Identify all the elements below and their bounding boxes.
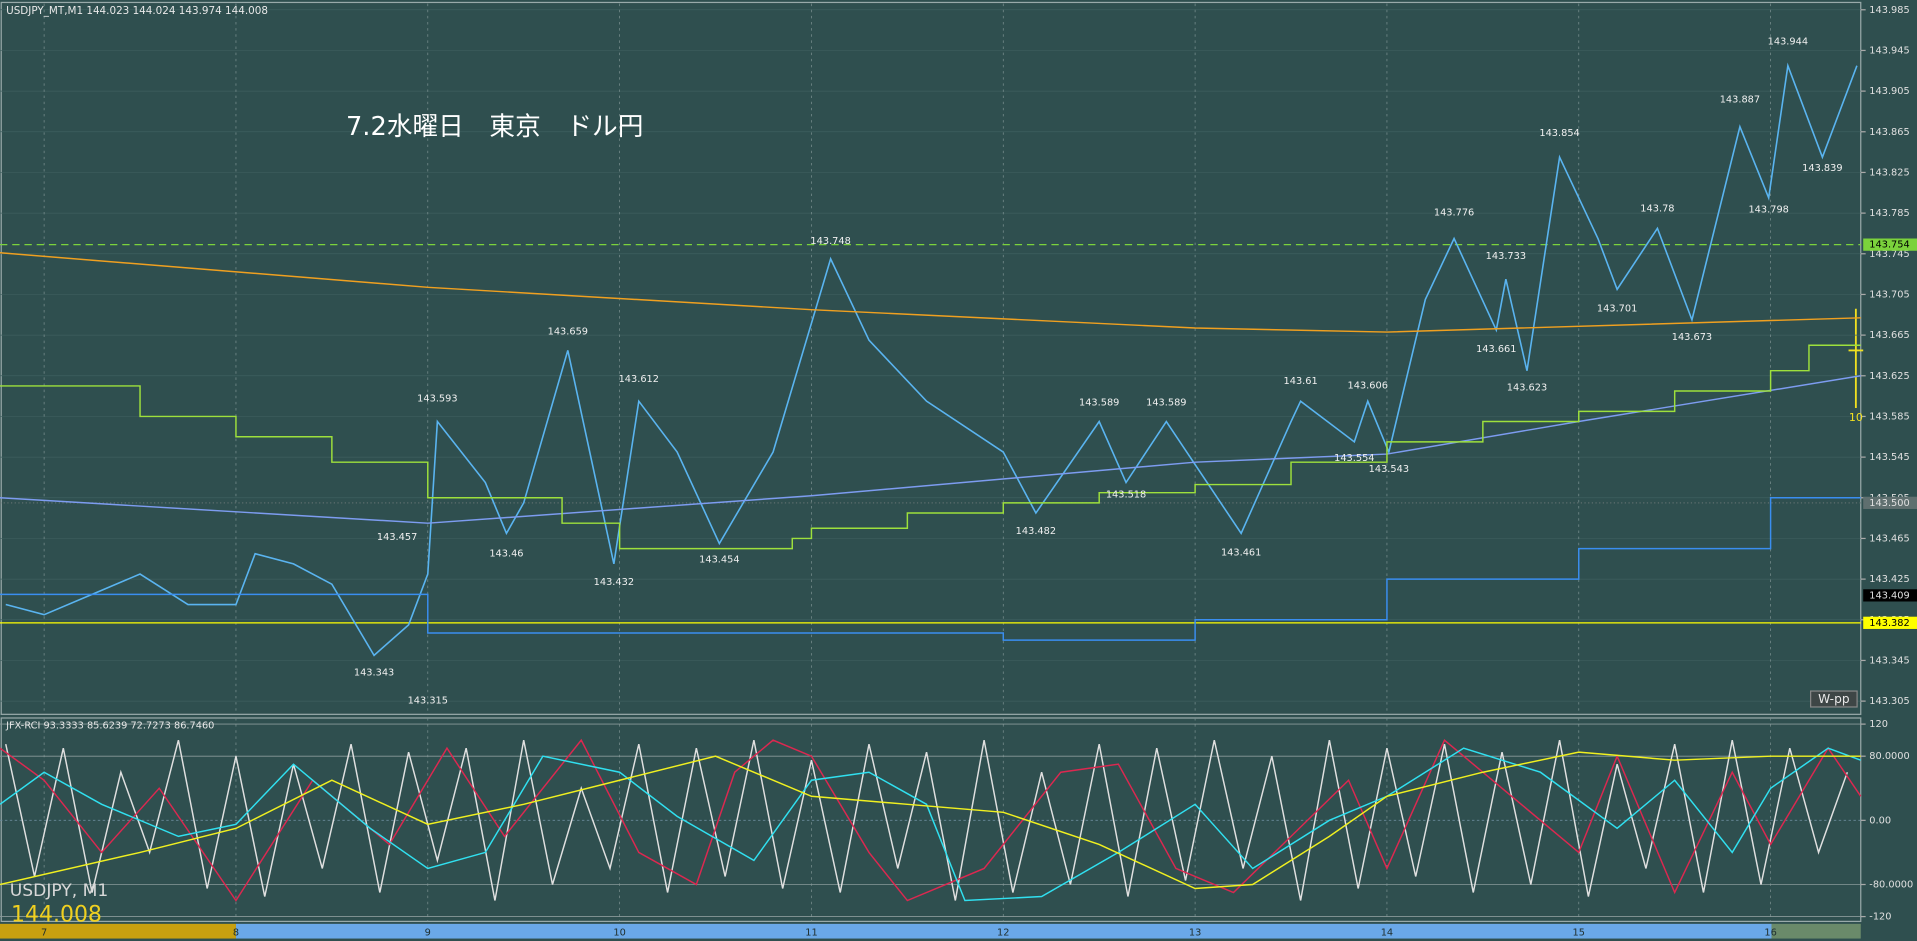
y-tick-label: 143.945	[1869, 45, 1909, 56]
price-annotation: 143.589	[1146, 398, 1186, 409]
price-tag	[1863, 238, 1917, 251]
y-tick-label: 143.985	[1869, 5, 1909, 16]
price-annotation: 143.661	[1476, 344, 1516, 355]
series-line	[0, 747, 1862, 902]
price-annotation: 143.315	[408, 696, 448, 707]
price-annotation: 143.46	[489, 548, 523, 559]
x-tick-label: 7	[41, 927, 47, 938]
y-tick-label: -120	[1869, 912, 1891, 923]
x-tick-label: 13	[1189, 927, 1201, 938]
price-tag-label: 143.500	[1869, 498, 1909, 509]
y-tick-label: 80.0000	[1869, 751, 1909, 762]
series-line	[0, 344, 1861, 550]
series-line	[0, 497, 1861, 641]
price-tag-label: 143.382	[1869, 618, 1909, 629]
x-tick-label: 12	[997, 927, 1009, 938]
y-tick-label: 0.00	[1869, 815, 1891, 826]
y-tick-label: 120	[1869, 719, 1888, 730]
price-annotation: 143.673	[1672, 332, 1712, 343]
y-tick-label: 143.625	[1869, 371, 1909, 382]
x-tick-label: 15	[1573, 927, 1585, 938]
x-tick-label: 9	[425, 927, 431, 938]
y-tick-label: -80.0000	[1869, 879, 1913, 890]
price-annotation: 143.554	[1334, 453, 1374, 464]
price-annotation: 143.461	[1221, 547, 1261, 558]
price-tag	[1863, 616, 1917, 629]
x-tick-label: 16	[1764, 927, 1776, 938]
date-strip	[235, 923, 1772, 939]
price-tag-label: 143.754	[1869, 240, 1909, 251]
y-tick-label: 143.665	[1869, 330, 1909, 341]
y-tick-label: 143.425	[1869, 574, 1909, 585]
price-annotation: 143.612	[619, 374, 659, 385]
y-tick-label: 143.865	[1869, 127, 1909, 138]
y-tick-label: 143.585	[1869, 411, 1909, 422]
y-tick-label: 143.465	[1869, 533, 1909, 544]
price-tag	[1863, 589, 1917, 602]
price-annotation: 143.589	[1079, 398, 1119, 409]
chart-title: 7.2水曜日 東京 ドル円	[346, 112, 643, 142]
price-annotation: 143.343	[354, 667, 394, 678]
price-annotation: 143.776	[1434, 207, 1474, 218]
last-price: 144.008	[11, 902, 102, 927]
header: USDJPY_MT,M1 144.023 144.024 143.974 144…	[6, 5, 268, 17]
price-annotation: 143.61	[1284, 376, 1318, 387]
x-tick-label: 10	[613, 927, 625, 938]
y-tick-label: 143.705	[1869, 289, 1909, 300]
y-tick-label: 143.745	[1869, 249, 1909, 260]
y-tick-label: 143.825	[1869, 167, 1909, 178]
date-strip	[1771, 923, 1861, 939]
y-tick-label: 143.345	[1869, 655, 1909, 666]
x-tick-label: 8	[233, 927, 239, 938]
series-line	[0, 252, 1861, 333]
y-tick-label: 143.545	[1869, 452, 1909, 463]
date-strip	[0, 923, 236, 939]
price-annotation: 143.854	[1539, 128, 1579, 139]
plot: 143.985 143.945 143.905 143.865 143.825 143.7…	[0, 3, 1917, 938]
price-annotation: 143.78	[1640, 203, 1674, 214]
price-annotation: 143.432	[594, 577, 634, 588]
badge: W-pp	[1818, 692, 1850, 706]
x-tick-label: 14	[1381, 927, 1393, 938]
series-line	[5, 739, 1849, 901]
x-tick-label: 11	[805, 927, 817, 938]
y-tick-label: 143.305	[1869, 696, 1909, 707]
price-tag-label: 143.409	[1869, 590, 1909, 601]
series-line	[5, 62, 1858, 657]
price-annotation: 143.606	[1348, 380, 1388, 391]
price-annotation: 143.543	[1369, 464, 1409, 475]
price-annotation: 143.798	[1748, 205, 1788, 216]
y-tick-label: 143.905	[1869, 86, 1909, 97]
y-tick-label: 143.785	[1869, 208, 1909, 219]
price-annotation: 143.733	[1486, 251, 1526, 262]
price-annotation: 143.623	[1507, 383, 1547, 394]
price-annotation: 143.887	[1720, 95, 1760, 106]
rci-panel-border	[0, 717, 1862, 923]
price-annotation: 143.839	[1802, 163, 1842, 174]
series-line	[0, 751, 1861, 890]
main-panel-border	[0, 1, 1862, 715]
marker-label: 10	[1849, 411, 1863, 424]
price-annotation: 143.701	[1597, 303, 1637, 314]
price-annotation: 143.944	[1768, 37, 1808, 48]
price-tag	[1863, 496, 1917, 509]
price-annotation: 143.518	[1106, 489, 1146, 500]
price-annotation: 143.482	[1016, 526, 1056, 537]
price-annotation: 143.457	[377, 532, 417, 543]
symbol: USDJPY, M1	[10, 881, 109, 901]
price-annotation: 143.593	[417, 394, 457, 405]
price-annotation: 143.659	[548, 326, 588, 337]
price-annotation: 143.748	[810, 236, 850, 247]
rci-title: JFX-RCI 93.3333 85.6239 72.7273 86.7460	[5, 720, 214, 731]
price-annotation: 143.454	[699, 554, 739, 565]
badge-box	[1810, 690, 1858, 708]
